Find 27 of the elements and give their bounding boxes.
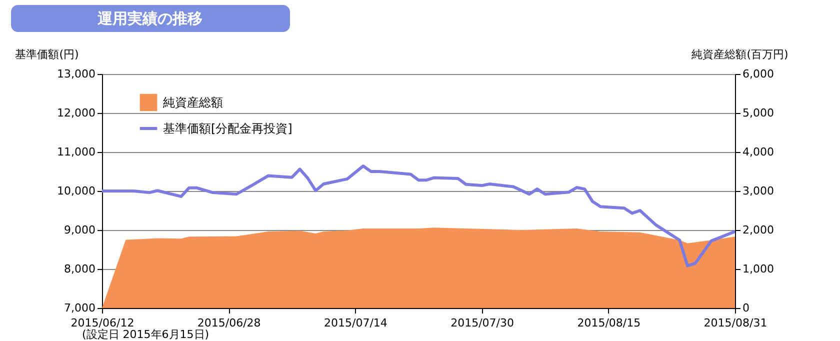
y2-tick-label: 3,000 (742, 184, 774, 198)
y-tick-label: 7,000 (64, 302, 96, 314)
y2-tick-label: 2,000 (742, 224, 774, 236)
y-tick-label: 12,000 (57, 106, 96, 120)
x-tick-label: 2015/07/14 (324, 316, 388, 330)
text: (設定日 2015年6月15日) (82, 328, 210, 341)
chart-title: 運用実績の推移 (96, 10, 202, 28)
legend-label: 基準価額[分配金再投資] (163, 122, 292, 136)
x-tick-label: 2015/08/31 (704, 316, 768, 330)
y2-axis-title: 純資産総額(百万円) (692, 48, 788, 61)
legend-label: 純資産総額 (163, 96, 223, 110)
y2-tick-label: 0 (742, 302, 750, 314)
y-tick-label: 8,000 (64, 262, 96, 276)
x-tick-label: 2015/07/30 (450, 316, 514, 330)
y-axis-title: 基準価額(円) (15, 48, 79, 61)
y-tick-label: 10,000 (57, 184, 96, 198)
line-series (102, 164, 735, 268)
y2-tick-label: 6,000 (742, 68, 774, 80)
y2-tick-label: 5,000 (742, 106, 774, 120)
x-tick-label: 2015/06/12 (70, 316, 134, 330)
y-tick-label: 9,000 (64, 224, 96, 236)
y-tick-label: 11,000 (57, 146, 96, 158)
y2-tick-label: 4,000 (742, 146, 774, 158)
x-tick-label: 2015/06/28 (197, 316, 261, 330)
y-tick-label: 13,000 (57, 68, 96, 80)
x-tick-label: 2015/08/15 (577, 316, 641, 330)
y2-tick-label: 1,000 (742, 262, 774, 276)
